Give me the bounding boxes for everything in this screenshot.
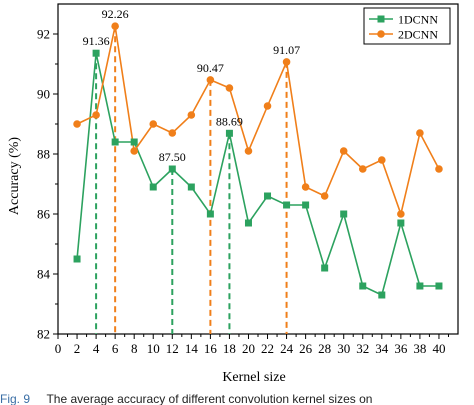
x-tick-label: 30	[337, 341, 350, 356]
data-point-1DCNN	[302, 201, 310, 209]
data-point-1DCNN	[73, 255, 81, 263]
annotation-label: 91.36	[83, 34, 110, 48]
data-point-2DCNN	[397, 210, 405, 218]
data-point-1DCNN	[397, 219, 405, 227]
x-tick-label: 16	[204, 341, 218, 356]
x-tick-label: 8	[131, 341, 138, 356]
x-tick-label: 26	[299, 341, 313, 356]
x-tick-label: 36	[394, 341, 408, 356]
x-tick-label: 28	[318, 341, 331, 356]
x-tick-label: 6	[112, 341, 119, 356]
y-tick-label: 84	[37, 267, 51, 282]
legend-marker-1DCNN	[377, 15, 385, 23]
x-tick-label: 20	[242, 341, 255, 356]
chart-area: 0 2 4 6 8 10 12 14 16 18 20 22 24 26 28 30 32 34 36 38 40828…	[7, 3, 459, 385]
data-point-1DCNN	[321, 264, 329, 272]
annotation-label: 87.50	[159, 150, 186, 164]
data-point-2DCNN	[282, 58, 291, 66]
data-point-2DCNN	[435, 165, 443, 173]
data-point-2DCNN	[149, 120, 158, 128]
data-point-2DCNN	[168, 129, 177, 137]
x-tick-label: 18	[223, 341, 236, 356]
legend-marker-2DCNN	[377, 30, 385, 38]
y-tick-label: 90	[37, 87, 50, 102]
data-point-2DCNN	[263, 102, 272, 110]
figure-caption-text: The average accuracy of different convol…	[46, 392, 373, 405]
data-point-1DCNN	[264, 192, 272, 200]
y-tick-label: 82	[37, 327, 50, 342]
plot-border	[57, 3, 459, 335]
legend-label-2DCNN: 2DCNN	[398, 28, 438, 42]
y-tick-label: 92	[37, 27, 50, 42]
annotation-dash-lines	[95, 26, 288, 334]
data-point-2DCNN	[225, 84, 234, 92]
x-tick-label: 38	[413, 341, 426, 356]
x-tick-label: 10	[147, 341, 160, 356]
x-axis-label: Kernel size	[222, 370, 285, 385]
annotation-labels: 91.36 92.26 87.50 90.47 88.69 91.07	[83, 7, 300, 164]
x-tick-label: 2	[74, 341, 81, 356]
x-tick-label: 0	[55, 341, 62, 356]
annotation-label: 91.07	[273, 43, 300, 57]
data-point-1DCNN	[225, 129, 233, 137]
legend-label-1DCNN: 1DCNN	[398, 13, 438, 27]
data-point-2DCNN	[187, 111, 196, 119]
data-point-1DCNN	[244, 219, 252, 227]
data-point-1DCNN	[283, 201, 291, 209]
data-point-2DCNN	[358, 165, 367, 173]
data-point-1DCNN	[187, 183, 195, 191]
data-point-1DCNN	[340, 210, 348, 218]
data-point-2DCNN	[416, 129, 424, 137]
data-point-1DCNN	[111, 138, 119, 146]
legend-box	[363, 7, 451, 45]
annotation-label: 92.26	[102, 7, 129, 21]
series-line-1DCNN	[76, 53, 439, 297]
data-point-2DCNN	[73, 120, 81, 128]
y-axis-label: Accuracy (%)	[7, 137, 22, 215]
data-point-2DCNN	[244, 147, 253, 155]
y-tick-label: 86	[37, 207, 51, 222]
figure-caption: Fig. 9 The average accuracy of different…	[0, 392, 474, 405]
x-tick-label: 34	[375, 341, 389, 356]
data-point-1DCNN	[359, 282, 367, 290]
data-point-1DCNN	[168, 165, 176, 173]
data-point-1DCNN	[378, 291, 386, 299]
annotation-label: 88.69	[216, 114, 243, 128]
x-tick-label: 24	[280, 341, 294, 356]
data-point-1DCNN	[206, 210, 214, 218]
x-tick-label: 12	[166, 341, 179, 356]
data-point-1DCNN	[149, 183, 157, 191]
figure-label: Fig. 9	[0, 392, 31, 405]
data-point-1DCNN	[130, 138, 138, 146]
data-point-1DCNN	[416, 282, 424, 290]
annotation-label: 90.47	[197, 61, 224, 75]
data-point-1DCNN	[92, 49, 100, 57]
y-tick-label: 88	[37, 147, 50, 162]
x-tick-label: 40	[432, 341, 445, 356]
data-point-2DCNN	[320, 192, 329, 200]
x-tick-label: 22	[261, 341, 274, 356]
data-point-2DCNN	[339, 147, 348, 155]
x-tick-label: 14	[185, 341, 199, 356]
data-point-2DCNN	[301, 183, 310, 191]
x-tick-label: 4	[93, 341, 100, 356]
axis-ticks: 0 2 4 6 8 10 12 14 16 18 20 22 24 26 28 30 32 34 36 38 40828…	[37, 27, 449, 356]
plot-frame	[57, 3, 459, 335]
data-point-2DCNN	[111, 22, 119, 31]
data-point-1DCNN	[435, 282, 443, 290]
data-point-2DCNN	[378, 156, 386, 164]
x-tick-label: 32	[356, 341, 369, 356]
data-point-2DCNN	[206, 76, 215, 84]
series-markers	[73, 22, 443, 299]
data-point-2DCNN	[92, 111, 100, 119]
data-point-2DCNN	[130, 147, 138, 155]
series-line-2DCNN	[76, 26, 440, 217]
